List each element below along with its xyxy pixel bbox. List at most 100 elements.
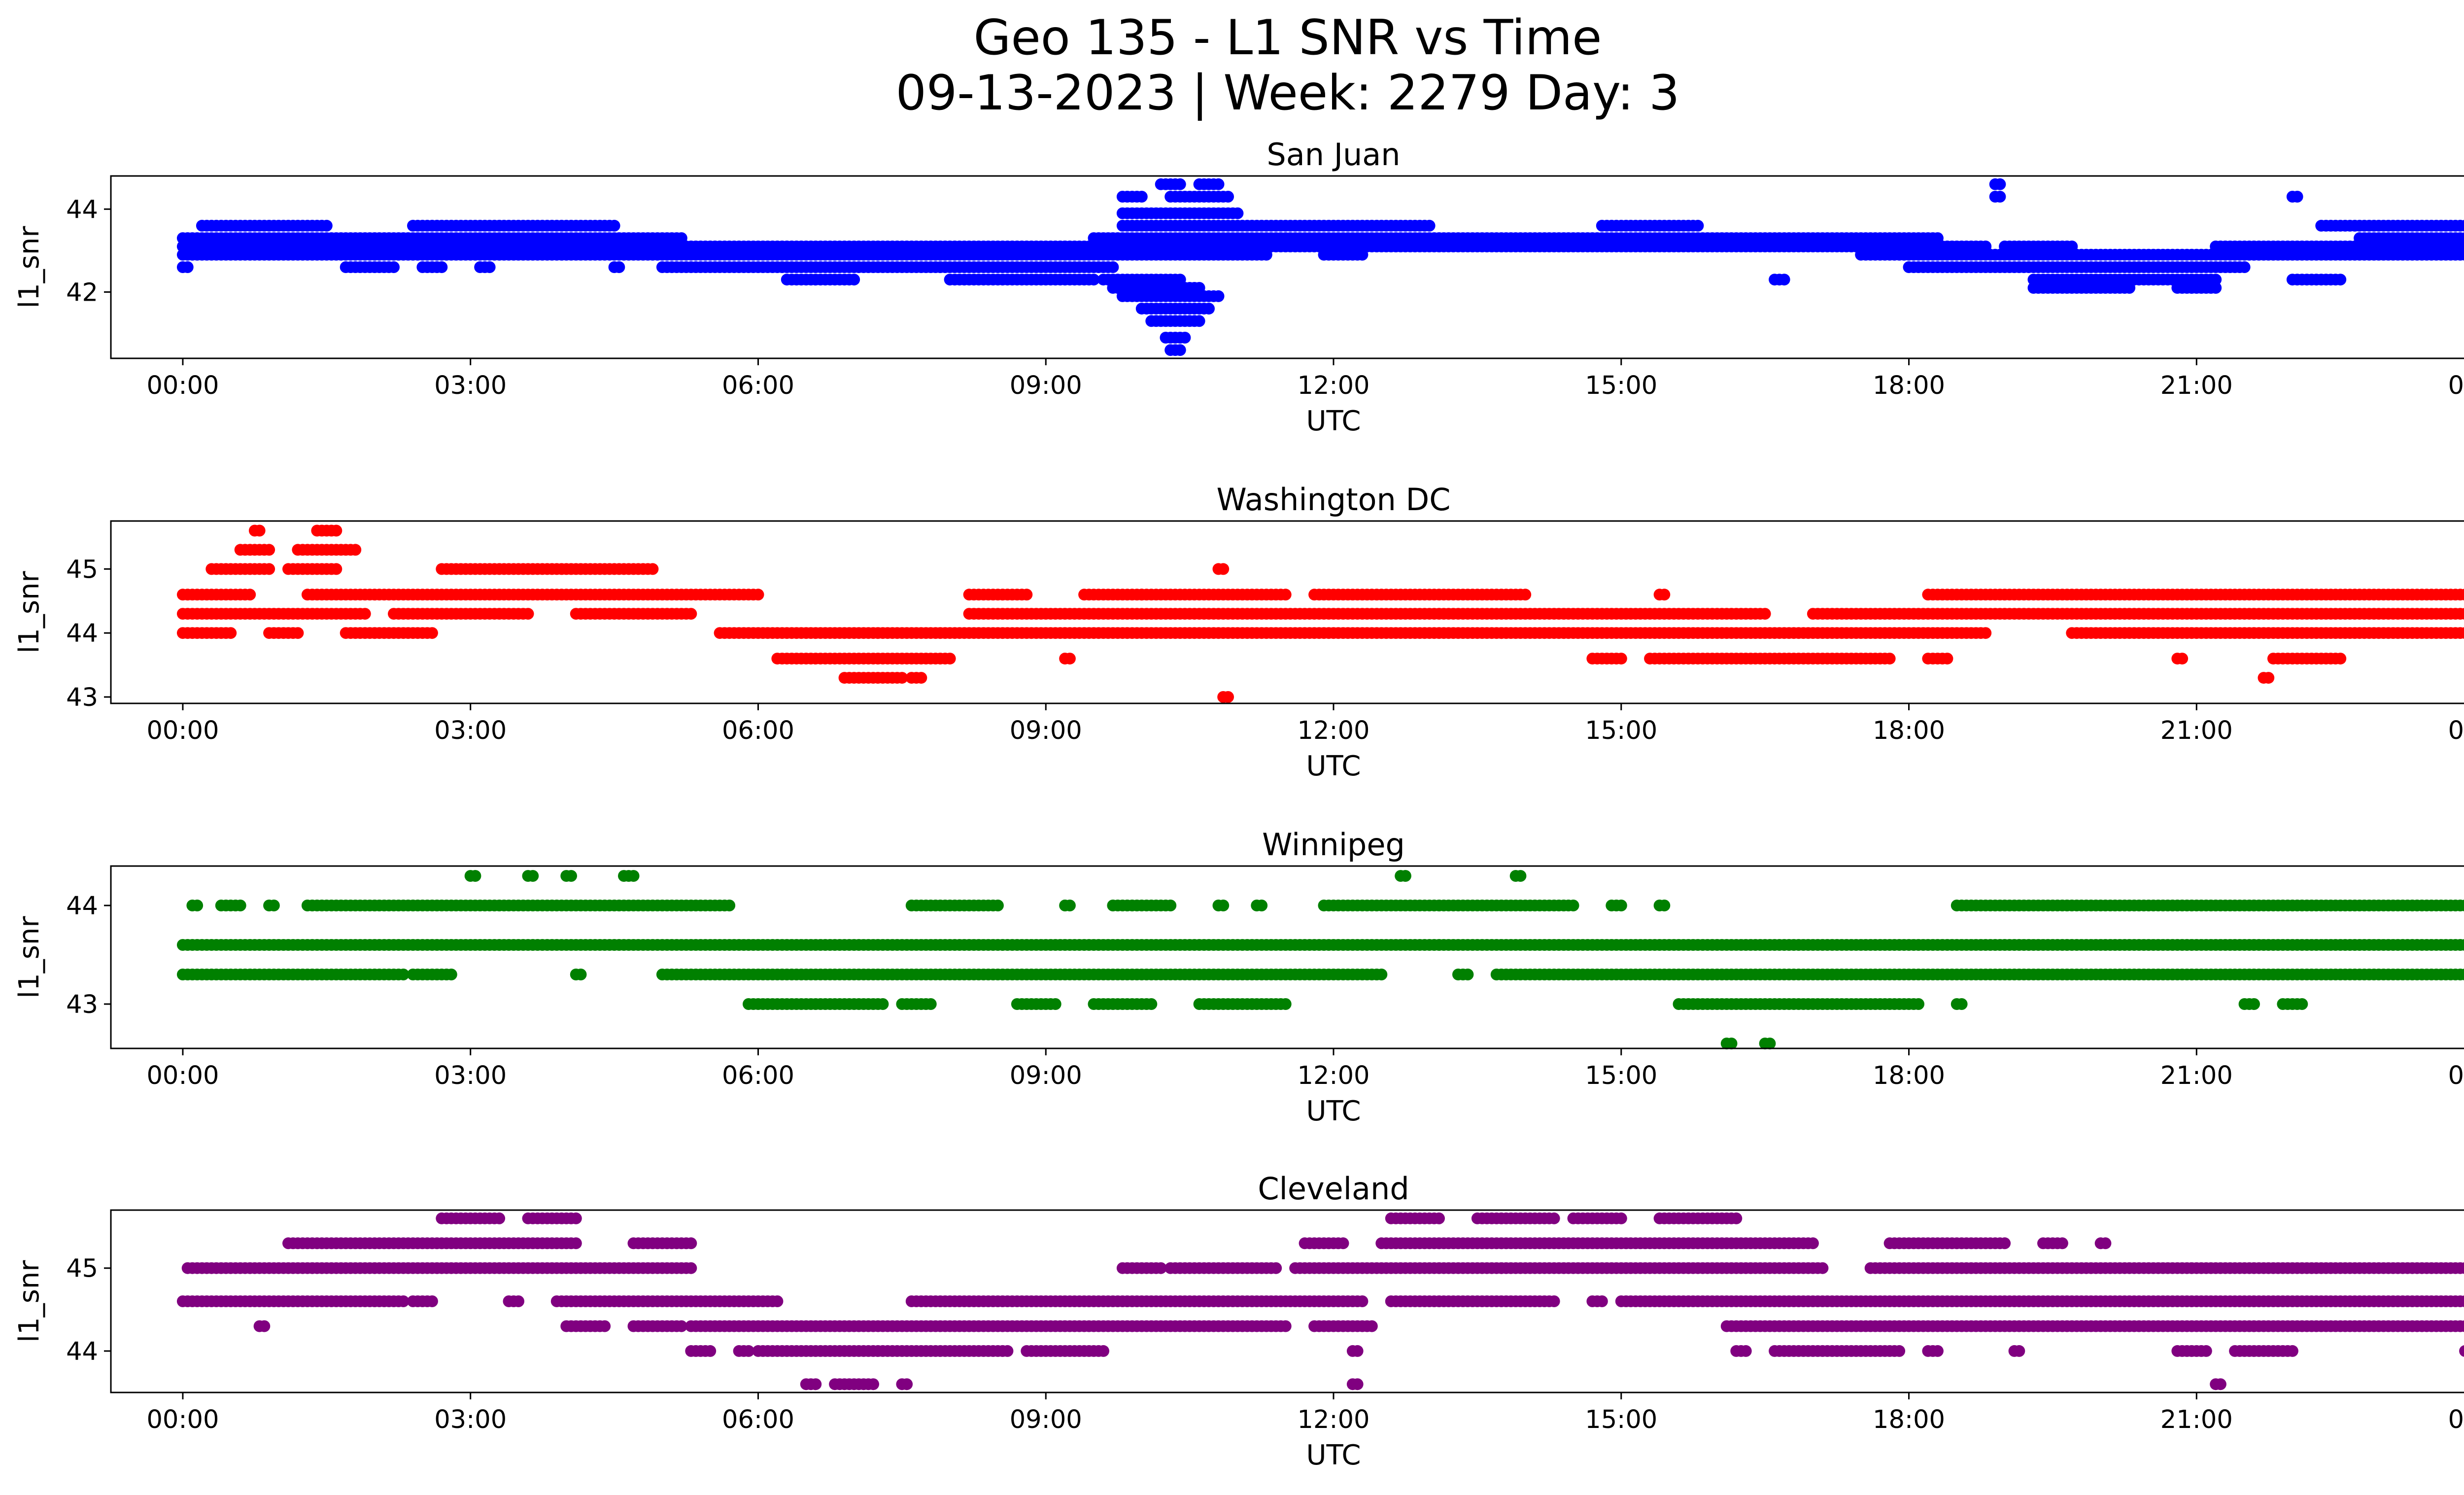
data-point	[244, 589, 256, 601]
data-point	[2459, 939, 2464, 951]
data-point	[1567, 900, 1579, 911]
data-point	[2296, 998, 2308, 1010]
data-point	[1232, 207, 1244, 219]
data-point	[2459, 900, 2464, 911]
data-point	[426, 627, 438, 639]
data-point	[1179, 332, 1191, 344]
y-tick-label: 44	[66, 195, 98, 224]
data-point	[426, 1295, 438, 1307]
data-point	[1725, 1038, 1738, 1049]
y-tick-label: 44	[66, 892, 98, 921]
data-point	[2291, 191, 2303, 203]
data-point	[1063, 900, 1076, 911]
data-point	[359, 608, 371, 620]
data-point	[2459, 220, 2464, 232]
data-point	[1212, 178, 1225, 190]
data-point	[483, 261, 496, 273]
data-point	[2210, 282, 2222, 294]
x-axis-label: UTC	[1306, 405, 1361, 437]
data-point	[1174, 178, 1186, 190]
data-point	[771, 1295, 784, 1307]
data-point	[877, 998, 889, 1010]
data-point	[1279, 589, 1292, 601]
data-point	[234, 900, 246, 911]
data-point	[1135, 191, 1148, 203]
y-axis-label: l1_snr	[13, 916, 45, 999]
data-point	[263, 544, 275, 556]
data-point	[1063, 653, 1076, 665]
data-point	[1658, 589, 1671, 601]
scatter-points	[176, 1212, 2464, 1391]
data-point	[191, 900, 204, 911]
data-point	[2459, 627, 2464, 639]
data-point	[2459, 589, 2464, 601]
data-point	[445, 969, 457, 980]
scatter-points	[176, 178, 2464, 356]
x-tick-label: 03:00	[434, 716, 507, 745]
x-tick-label: 21:00	[2160, 1061, 2233, 1090]
y-tick-label: 43	[66, 990, 98, 1019]
axes-frame	[110, 865, 2464, 1049]
data-point	[1423, 219, 1436, 232]
data-point	[896, 672, 908, 684]
y-tick-label: 45	[66, 555, 98, 584]
data-point	[2459, 969, 2464, 980]
data-point	[647, 563, 659, 575]
data-point	[2459, 232, 2464, 244]
data-point	[1658, 900, 1671, 911]
data-point	[1279, 998, 1292, 1010]
data-point	[2123, 282, 2136, 294]
data-point	[1514, 870, 1527, 882]
data-point	[330, 524, 342, 537]
data-point	[2248, 998, 2260, 1010]
data-point	[2176, 653, 2189, 665]
data-point	[992, 900, 1004, 911]
data-point	[944, 653, 956, 665]
y-tick-label: 43	[66, 683, 98, 712]
y-tick-label: 42	[66, 278, 98, 307]
data-point	[1596, 1295, 1608, 1307]
data-point	[675, 232, 687, 244]
data-point	[513, 1295, 524, 1307]
data-point	[2459, 608, 2464, 620]
x-tick-label: 12:00	[1298, 371, 1370, 400]
data-point	[527, 870, 539, 882]
data-point	[2334, 274, 2347, 286]
subplot-title: Cleveland	[1258, 1171, 1409, 1207]
data-point	[1994, 191, 2006, 203]
data-point	[2066, 241, 2078, 252]
data-point	[397, 969, 410, 980]
data-point	[181, 261, 194, 273]
data-point	[2238, 261, 2251, 273]
data-point	[1980, 241, 1992, 252]
data-point	[263, 563, 275, 575]
figure-title-line1: Geo 135 - L1 SNR vs Time	[974, 10, 1602, 66]
data-point	[613, 261, 625, 273]
data-point	[608, 219, 620, 232]
data-point	[1193, 315, 1205, 327]
x-tick-label: 06:00	[722, 1061, 794, 1090]
data-point	[1955, 998, 1968, 1010]
data-point	[1222, 191, 1234, 203]
data-point	[565, 870, 577, 882]
x-axis-label: UTC	[1306, 750, 1361, 782]
data-point	[225, 627, 237, 639]
x-tick-label: 18:00	[1873, 1061, 1945, 1090]
scatter-points	[176, 524, 2464, 703]
data-point	[349, 544, 362, 556]
data-point	[1256, 900, 1268, 911]
x-tick-label: 18:00	[1873, 371, 1945, 400]
data-point	[292, 627, 304, 639]
data-point	[522, 608, 534, 620]
x-tick-label: 12:00	[1298, 1061, 1370, 1090]
subplot-title: Winnipeg	[1262, 827, 1405, 863]
data-point	[1222, 691, 1234, 703]
x-tick-label: 06:00	[722, 371, 794, 400]
data-point	[723, 900, 736, 911]
subplot-title: Washington DC	[1216, 482, 1450, 518]
